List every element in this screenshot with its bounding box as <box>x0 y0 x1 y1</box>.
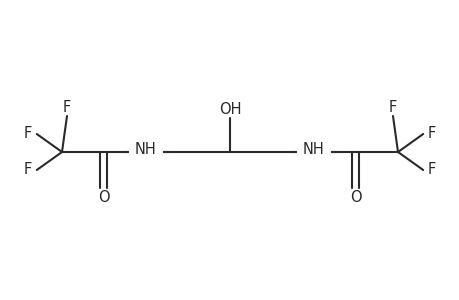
Text: O: O <box>98 190 110 206</box>
Text: NH: NH <box>135 142 157 158</box>
Text: F: F <box>427 127 436 142</box>
Text: NH: NH <box>302 142 324 158</box>
Text: F: F <box>23 127 32 142</box>
Text: O: O <box>349 190 361 206</box>
Text: F: F <box>427 163 436 178</box>
Text: OH: OH <box>218 101 241 116</box>
Text: F: F <box>388 100 396 116</box>
Text: F: F <box>23 163 32 178</box>
Text: F: F <box>63 100 71 116</box>
